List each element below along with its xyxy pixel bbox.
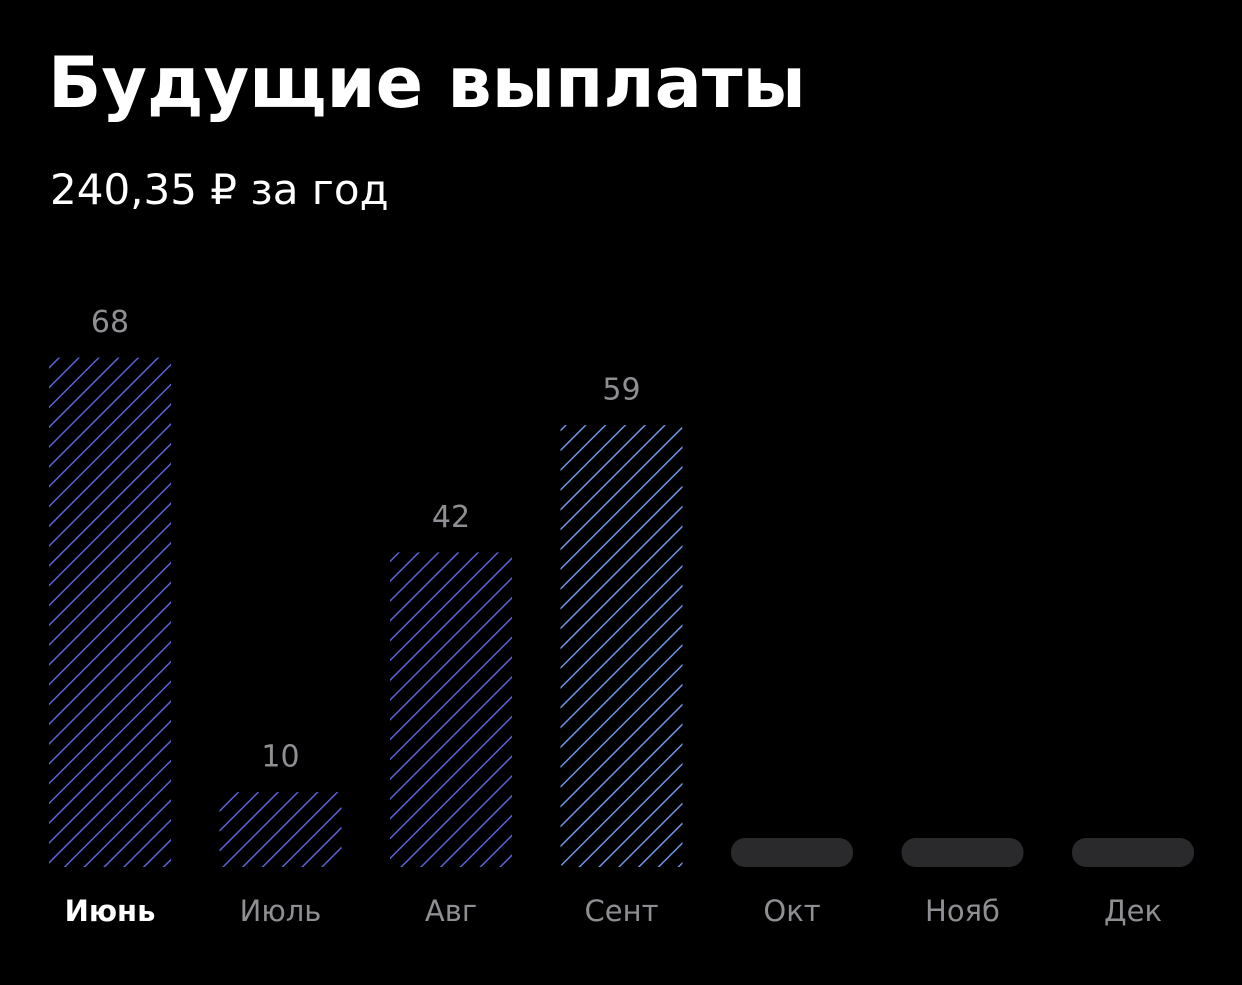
- x-tick-label: Дек: [1104, 894, 1162, 928]
- x-tick-label: Окт: [763, 894, 820, 928]
- bar: [219, 792, 342, 867]
- x-tick-label: Нояб: [925, 894, 1000, 928]
- chart-subtitle: 240,35 ₽ за год: [50, 165, 389, 214]
- chart-title: Будущие выплаты: [48, 42, 806, 124]
- empty-bar: [731, 838, 853, 867]
- empty-bar: [1072, 838, 1194, 867]
- value-label: 10: [261, 740, 299, 775]
- empty-bar: [901, 838, 1024, 867]
- x-tick-label: Июль: [240, 894, 322, 928]
- x-tick-label: Сент: [585, 894, 659, 928]
- bar: [390, 552, 512, 867]
- x-tick-label: Авг: [425, 894, 477, 928]
- bar: [49, 357, 171, 867]
- bar: [560, 425, 683, 867]
- value-label: 42: [432, 500, 470, 535]
- x-tick-label: Июнь: [65, 894, 156, 928]
- value-label: 68: [91, 305, 129, 340]
- value-label: 59: [602, 373, 640, 408]
